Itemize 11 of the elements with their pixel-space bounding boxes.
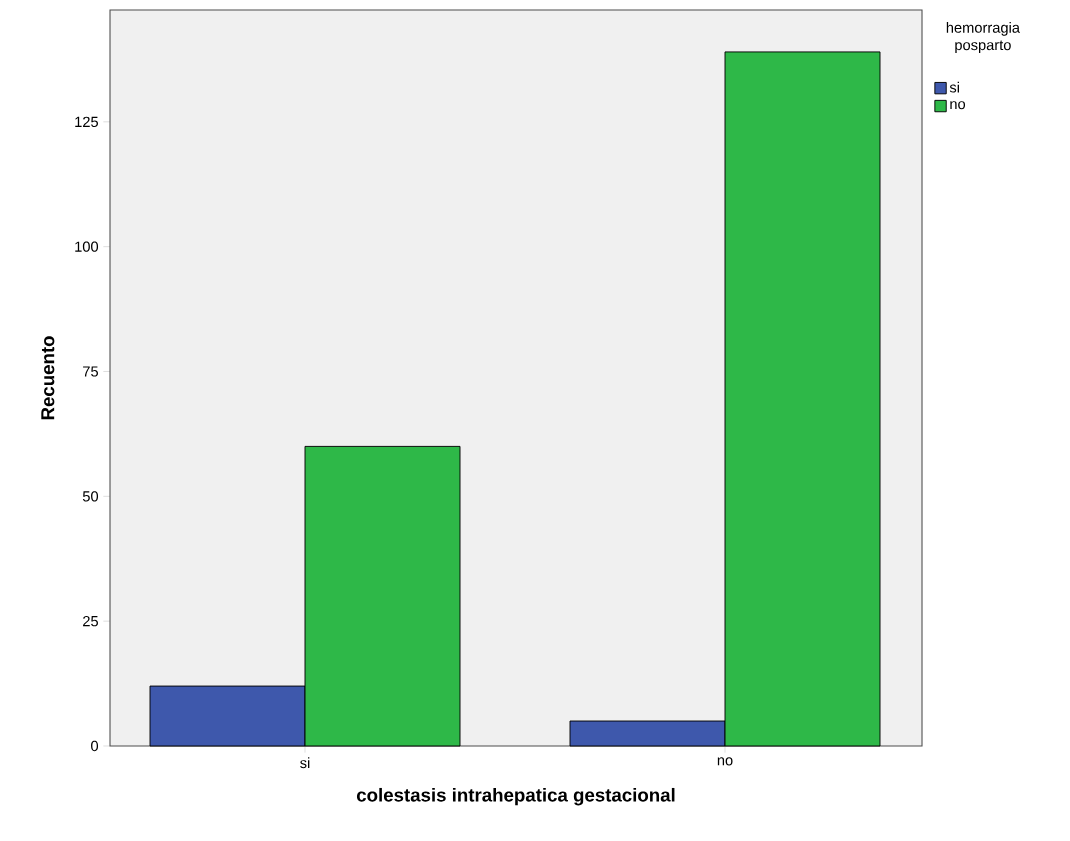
y-tick-label: 25 xyxy=(83,615,98,627)
y-tick-label: 75 xyxy=(83,366,98,377)
legend-label: no xyxy=(950,101,966,110)
legend-title: hemorragia posparto xyxy=(946,22,1020,54)
y-tick-label: 50 xyxy=(82,491,99,502)
y-tick-label: 0 xyxy=(91,740,99,752)
x-axis-title: colestasis intrahepatica gestacional xyxy=(356,787,675,806)
y-tick-label: 125 xyxy=(75,116,98,128)
y-tick-label: 100 xyxy=(75,241,99,252)
y-axis-title: Recuento xyxy=(41,336,55,420)
legend-label: si xyxy=(949,81,959,93)
